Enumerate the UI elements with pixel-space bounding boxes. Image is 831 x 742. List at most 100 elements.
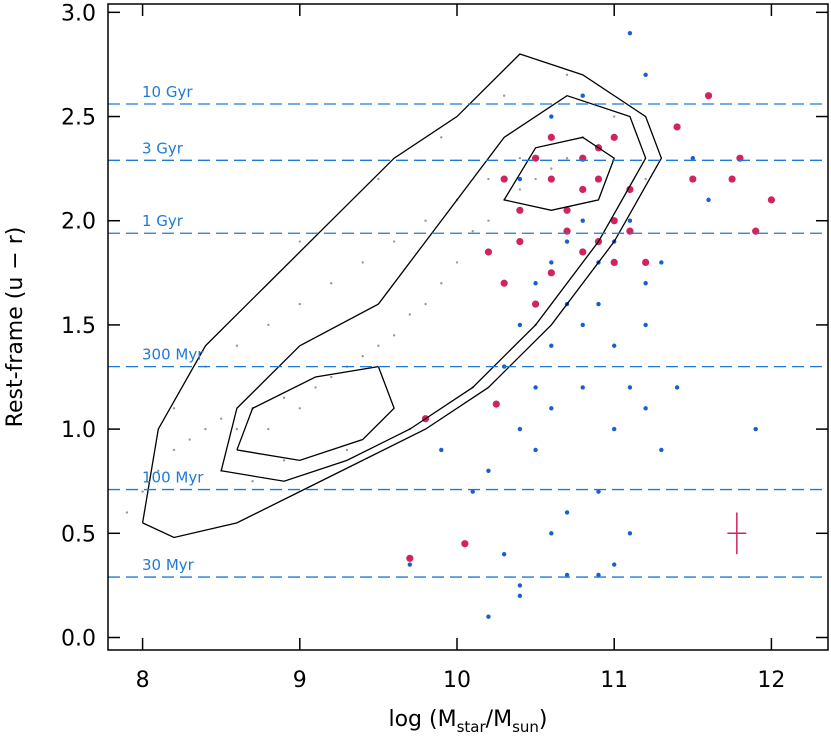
- point: [596, 301, 601, 307]
- point: [596, 572, 601, 578]
- point: [440, 282, 443, 285]
- point: [518, 188, 522, 191]
- point: [549, 260, 554, 265]
- point: [689, 175, 697, 183]
- x-axis-label: log (Mstar/Msun): [388, 707, 547, 736]
- point: [470, 489, 475, 494]
- point: [563, 206, 571, 214]
- point: [424, 302, 427, 306]
- point: [471, 229, 474, 233]
- x-label-part: log (M: [388, 707, 456, 732]
- point: [706, 197, 711, 203]
- y-tick-label: 2.0: [61, 210, 96, 235]
- x-label-sub: star: [457, 718, 487, 736]
- point: [579, 185, 587, 194]
- point: [626, 185, 634, 194]
- point: [549, 343, 554, 348]
- point: [219, 417, 223, 420]
- point: [517, 583, 523, 588]
- point: [361, 354, 364, 358]
- point: [298, 302, 301, 306]
- point: [516, 237, 524, 246]
- point: [643, 406, 648, 411]
- point: [377, 177, 380, 181]
- point: [486, 614, 491, 619]
- point: [627, 385, 633, 390]
- point: [314, 386, 317, 389]
- point: [612, 562, 617, 567]
- point: [549, 406, 554, 411]
- point: [643, 281, 648, 286]
- point: [188, 438, 191, 441]
- point: [549, 531, 554, 536]
- y-tick-label: 3.0: [61, 1, 96, 26]
- point: [627, 30, 633, 36]
- point: [282, 396, 286, 400]
- point: [502, 94, 506, 97]
- point: [172, 448, 176, 452]
- x-tick-label: 8: [136, 668, 150, 693]
- point: [235, 427, 239, 431]
- point: [487, 219, 490, 222]
- x-tick-label: 10: [443, 668, 471, 693]
- point: [549, 114, 554, 119]
- point: [377, 344, 380, 347]
- point: [484, 248, 493, 256]
- x-tick-label: 9: [293, 668, 307, 693]
- reference-label: 300 Myr: [142, 346, 204, 364]
- y-tick-label: 0.0: [61, 626, 96, 651]
- point: [407, 562, 413, 567]
- reference-label: 1 Gyr: [142, 212, 184, 230]
- point: [547, 175, 555, 183]
- point: [610, 217, 618, 225]
- point: [345, 448, 349, 452]
- point: [424, 219, 427, 222]
- point: [235, 344, 239, 347]
- point: [408, 313, 412, 316]
- point: [580, 218, 585, 223]
- point: [547, 269, 555, 277]
- point: [643, 72, 648, 78]
- point: [704, 92, 713, 100]
- point: [594, 175, 603, 183]
- point: [517, 176, 523, 182]
- point: [461, 540, 469, 548]
- point: [282, 459, 286, 462]
- point: [564, 510, 570, 515]
- contour: [220, 94, 647, 482]
- point: [674, 385, 680, 390]
- reference-label: 30 Myr: [142, 556, 195, 574]
- x-tick-label: 11: [600, 668, 628, 693]
- point: [690, 156, 696, 161]
- point: [612, 426, 617, 432]
- x-label-sub: sun: [512, 718, 539, 736]
- y-tick-label: 0.5: [61, 522, 96, 547]
- point: [534, 177, 537, 181]
- point: [627, 218, 633, 223]
- point: [487, 177, 490, 181]
- point: [533, 385, 538, 390]
- point: [564, 572, 570, 578]
- point: [517, 426, 523, 432]
- point: [642, 258, 650, 266]
- reference-label: 3 Gyr: [142, 139, 184, 157]
- point: [753, 426, 758, 432]
- point: [644, 177, 647, 181]
- point: [547, 133, 555, 141]
- point: [533, 447, 538, 453]
- contour: [236, 365, 395, 462]
- point: [612, 343, 617, 348]
- point: [659, 447, 664, 453]
- point: [550, 167, 553, 170]
- point: [330, 282, 333, 285]
- point: [361, 261, 364, 264]
- reference-label: 100 Myr: [142, 469, 204, 487]
- x-tick-label: 12: [757, 668, 785, 693]
- point: [517, 593, 523, 599]
- contour: [503, 136, 615, 211]
- point: [500, 279, 508, 287]
- point: [406, 554, 414, 562]
- point: [564, 239, 570, 244]
- point: [580, 93, 585, 98]
